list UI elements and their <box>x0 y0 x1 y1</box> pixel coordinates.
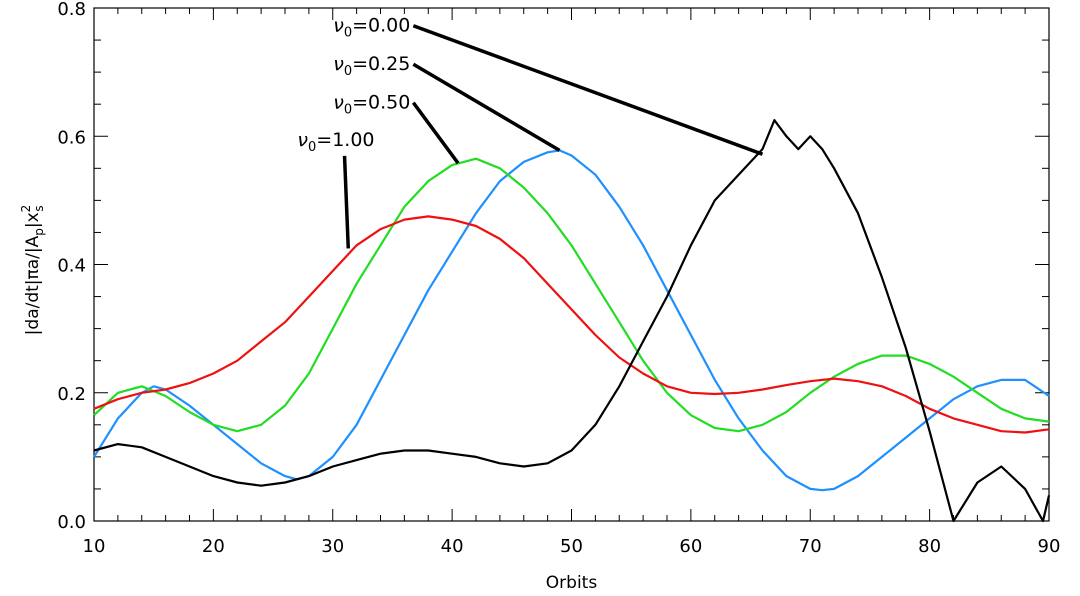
axis-tick-labels: 10 20 30 40 50 60 70 80 90 0.0 0.2 0.4 0.6 0.8 <box>57 0 1060 557</box>
series-line-3 <box>93 215 1050 434</box>
y-axis-title: |da/dt|πa/|Ap|x2s <box>19 205 46 336</box>
x-tick-label: 80 <box>918 536 941 557</box>
x-tick-label: 30 <box>321 536 344 557</box>
x-axis-title: Orbits <box>546 573 598 593</box>
y-axis-title-sub2: s <box>32 205 46 211</box>
series-line-2 <box>93 157 1050 433</box>
y-tick-label: 0.2 <box>57 384 86 405</box>
legend-label-3: ν0=1.00 <box>297 129 374 155</box>
x-tick-label: 50 <box>560 536 583 557</box>
legend-leader-1 <box>412 62 561 152</box>
axis-ticks <box>93 7 1050 522</box>
x-tick-label: 40 <box>441 536 464 557</box>
legend-label-1: ν0=0.25 <box>333 53 410 79</box>
legend-annotations: ν0=0.00 ν0=0.25 ν0=0.50 ν0=1.00 <box>297 15 764 249</box>
legend-leader-2 <box>411 101 460 165</box>
y-axis-title-sub1: p <box>32 228 46 236</box>
y-axis-title-sup: 2 <box>19 205 33 213</box>
y-tick-label: 0.8 <box>57 0 86 20</box>
y-tick-label: 0.0 <box>57 512 86 533</box>
y-axis-title-main: |da/dt|πa/|A <box>23 235 43 335</box>
legend-leader-0 <box>412 24 764 156</box>
series-layer <box>93 119 1051 523</box>
series-line-0 <box>93 119 1051 523</box>
legend-leader-3 <box>342 155 351 249</box>
y-axis-title-mid: |x <box>23 212 43 228</box>
x-tick-label: 10 <box>83 536 106 557</box>
y-tick-label: 0.4 <box>57 256 86 277</box>
x-tick-label: 20 <box>202 536 225 557</box>
x-tick-label: 70 <box>799 536 822 557</box>
legend-label-2: ν0=0.50 <box>333 92 410 118</box>
x-tick-label: 90 <box>1038 536 1061 557</box>
series-line-1 <box>93 149 1050 492</box>
legend-label-0: ν0=0.00 <box>333 15 410 41</box>
x-tick-label: 60 <box>679 536 702 557</box>
y-tick-label: 0.6 <box>57 127 86 148</box>
